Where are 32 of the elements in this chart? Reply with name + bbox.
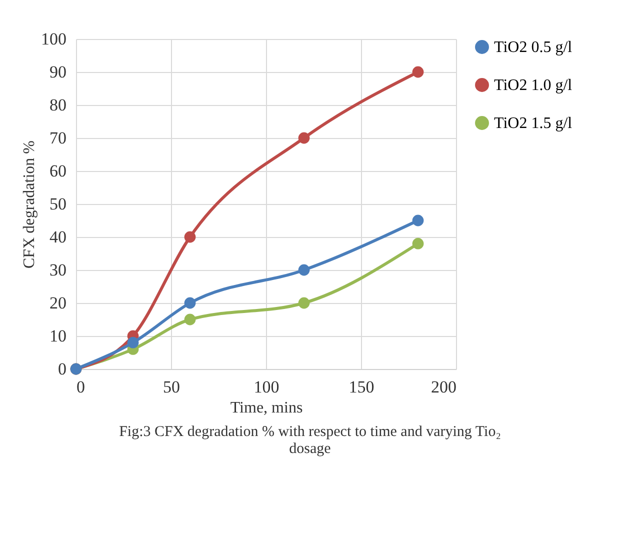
- y-tick-label: 60: [50, 162, 66, 180]
- point: [298, 132, 310, 144]
- y-tick-label: 40: [50, 228, 66, 246]
- point: [184, 314, 196, 326]
- y-tick-label: 20: [50, 294, 66, 312]
- point: [412, 214, 424, 226]
- point: [184, 231, 196, 243]
- point: [412, 238, 424, 250]
- text: Fig:3 CFX degradation % with respect to time and varying Tio₂ dosage: [118, 424, 502, 458]
- y-axis-title: CFX degradation %: [21, 140, 38, 268]
- y-tick-label: 10: [50, 326, 66, 346]
- point: [184, 297, 196, 309]
- legend-label: TiO2 0.5 g/l: [494, 39, 573, 56]
- y-tick-label: 100: [41, 30, 66, 48]
- y-tick-label: 80: [50, 96, 66, 114]
- x-tick-label: 0: [76, 378, 85, 396]
- y-tick-label: 70: [50, 128, 66, 148]
- point: [298, 264, 310, 276]
- x-tick-label: 200: [431, 378, 456, 396]
- x-tick-label: 100: [254, 378, 280, 396]
- point: [127, 336, 139, 348]
- y-tick-label: 0: [58, 360, 66, 378]
- y-tick-label: 90: [50, 62, 66, 82]
- x-axis-title: Time, mins: [230, 400, 303, 416]
- point: [298, 297, 310, 309]
- x-tick-label: 50: [163, 378, 180, 396]
- legend-label: TiO2 1.0 g/l: [494, 77, 573, 94]
- y-tick-label: 30: [50, 260, 66, 280]
- legend-label: TiO2 1.5 g/l: [494, 115, 573, 132]
- x-tick-label: 150: [348, 378, 374, 396]
- y-tick-label: 50: [50, 194, 66, 214]
- point: [412, 66, 424, 78]
